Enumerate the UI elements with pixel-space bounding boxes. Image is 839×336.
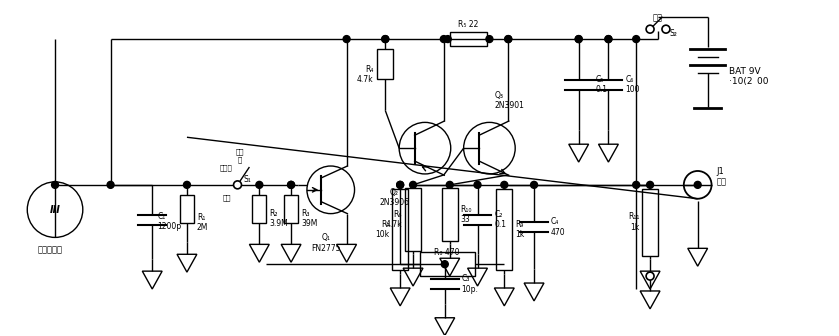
Text: C₃
10p.: C₃ 10p. [461,274,478,294]
Circle shape [633,181,639,188]
Text: S₂: S₂ [670,29,678,38]
Text: 电源: 电源 [653,13,663,22]
Bar [180,195,194,222]
Circle shape [446,181,453,188]
Text: R₉
1k: R₉ 1k [515,220,524,239]
Circle shape [605,36,612,43]
Circle shape [184,181,190,188]
Circle shape [409,181,416,188]
Bar [284,195,298,222]
Text: C₅
0.1: C₅ 0.1 [596,75,607,94]
Text: R₃
39M: R₃ 39M [301,209,317,228]
Circle shape [694,181,701,188]
Text: Q₂
2N3906: Q₂ 2N3906 [379,188,409,207]
Circle shape [382,36,388,43]
Bar [405,188,421,251]
Circle shape [107,181,114,188]
Text: R₁₀
33: R₁₀ 33 [461,205,472,224]
Circle shape [633,36,639,43]
Circle shape [646,272,654,280]
Circle shape [445,36,451,43]
Circle shape [605,36,612,43]
Circle shape [382,36,388,43]
Text: C₁
1200p: C₁ 1200p [157,212,181,231]
Circle shape [288,181,294,188]
Bar [442,188,458,241]
Circle shape [343,36,350,43]
Text: Q₁
FN2775: Q₁ FN2775 [311,234,341,253]
Text: J1
输出: J1 输出 [717,167,727,186]
Bar [253,195,266,222]
Circle shape [505,36,512,43]
Text: BAT 9V
·10(2 00: BAT 9V ·10(2 00 [729,67,769,86]
Circle shape [486,36,492,43]
Circle shape [256,181,263,188]
Circle shape [662,25,670,33]
Text: R₇
10k: R₇ 10k [375,220,389,239]
Circle shape [646,25,654,33]
Circle shape [288,181,294,188]
Bar [497,189,513,270]
Text: III: III [50,205,60,215]
Circle shape [397,181,404,188]
Bar [420,252,475,276]
Circle shape [440,36,447,43]
Text: S₁: S₁ [243,175,251,184]
Circle shape [397,181,404,188]
Circle shape [501,181,508,188]
Text: R₈ 470: R₈ 470 [434,248,460,257]
Text: 暂停: 暂停 [222,194,231,201]
Circle shape [233,181,242,189]
Text: R₁₁
1k: R₁₁ 1k [628,212,639,232]
Text: 热电探测器: 热电探测器 [38,245,63,254]
Text: C₂
0.1: C₂ 0.1 [494,210,507,229]
Text: R₆
4.7k: R₆ 4.7k [385,210,402,229]
Text: 短脉
冲: 短脉 冲 [235,149,244,163]
Circle shape [647,181,654,188]
Text: Q₃
2N3901: Q₃ 2N3901 [494,91,524,111]
Circle shape [505,36,512,43]
Text: C₆
100: C₆ 100 [625,75,640,94]
Text: R₄
4.7k: R₄ 4.7k [357,65,373,84]
Circle shape [576,36,582,43]
Circle shape [474,181,481,188]
Text: C₄
470: C₄ 470 [551,217,565,237]
Circle shape [441,261,448,268]
Bar [450,32,487,46]
Text: 长脉冲: 长脉冲 [220,164,232,171]
Bar [642,188,658,255]
Circle shape [51,181,59,188]
Bar [378,49,393,79]
Circle shape [530,181,538,188]
Text: R₅ 22: R₅ 22 [458,20,479,29]
Text: R₂
3.9M: R₂ 3.9M [269,209,288,228]
Text: R₁
2M: R₁ 2M [197,213,208,232]
Bar [392,189,408,270]
Circle shape [576,36,582,43]
